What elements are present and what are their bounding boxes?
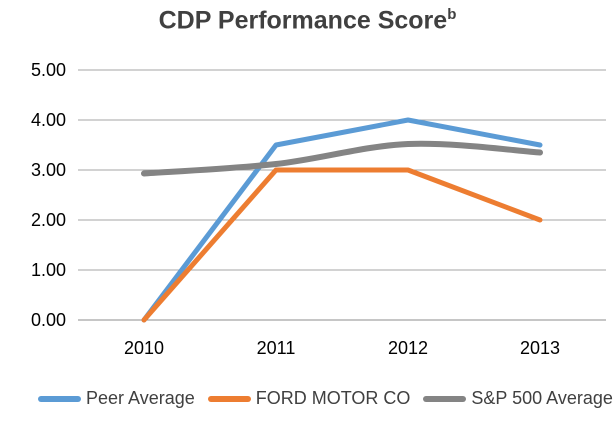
y-tick-label-4: 4.00 xyxy=(30,110,66,130)
y-tick-label-1: 1.00 xyxy=(30,260,66,280)
legend-label-sp500-average: S&P 500 Average xyxy=(471,388,613,408)
legend-marker-peer-average-icon xyxy=(38,395,81,402)
legend-item-ford-motor-co: FORD MOTOR CO xyxy=(207,388,411,409)
y-tick-label-3: 3.00 xyxy=(30,160,66,180)
x-tick-label-2013: 2013 xyxy=(519,338,561,358)
legend-label-peer-average: Peer Average xyxy=(86,388,195,408)
series-line-ford-motor-co xyxy=(141,167,543,323)
chart-title: CDP Performance Scoreb xyxy=(0,6,615,35)
series-line-peer-average xyxy=(141,117,543,323)
y-tick-label-5: 5.00 xyxy=(30,60,66,80)
x-tick-label-2010: 2010 xyxy=(123,338,165,358)
x-tick-label-2012: 2012 xyxy=(387,338,429,358)
legend-marker-ford-motor-co-icon xyxy=(207,395,251,402)
legend-item-sp500-average: S&P 500 Average xyxy=(423,388,613,409)
y-tick-label-2: 2.00 xyxy=(30,210,66,230)
chart-title-text: CDP Performance Score xyxy=(158,6,448,35)
legend-marker-sp500-average-icon xyxy=(423,395,467,402)
legend-label-ford-motor-co: FORD MOTOR CO xyxy=(255,388,411,408)
y-tick-label-0: 0.00 xyxy=(30,310,66,330)
chart-legend: Peer Average FORD MOTOR CO S&P 500 Avera… xyxy=(38,388,615,409)
legend-item-peer-average: Peer Average xyxy=(38,388,195,409)
chart-title-superscript: b xyxy=(447,6,457,23)
x-tick-label-2011: 2011 xyxy=(256,338,296,358)
series-line-s-p-500-average xyxy=(141,140,543,177)
